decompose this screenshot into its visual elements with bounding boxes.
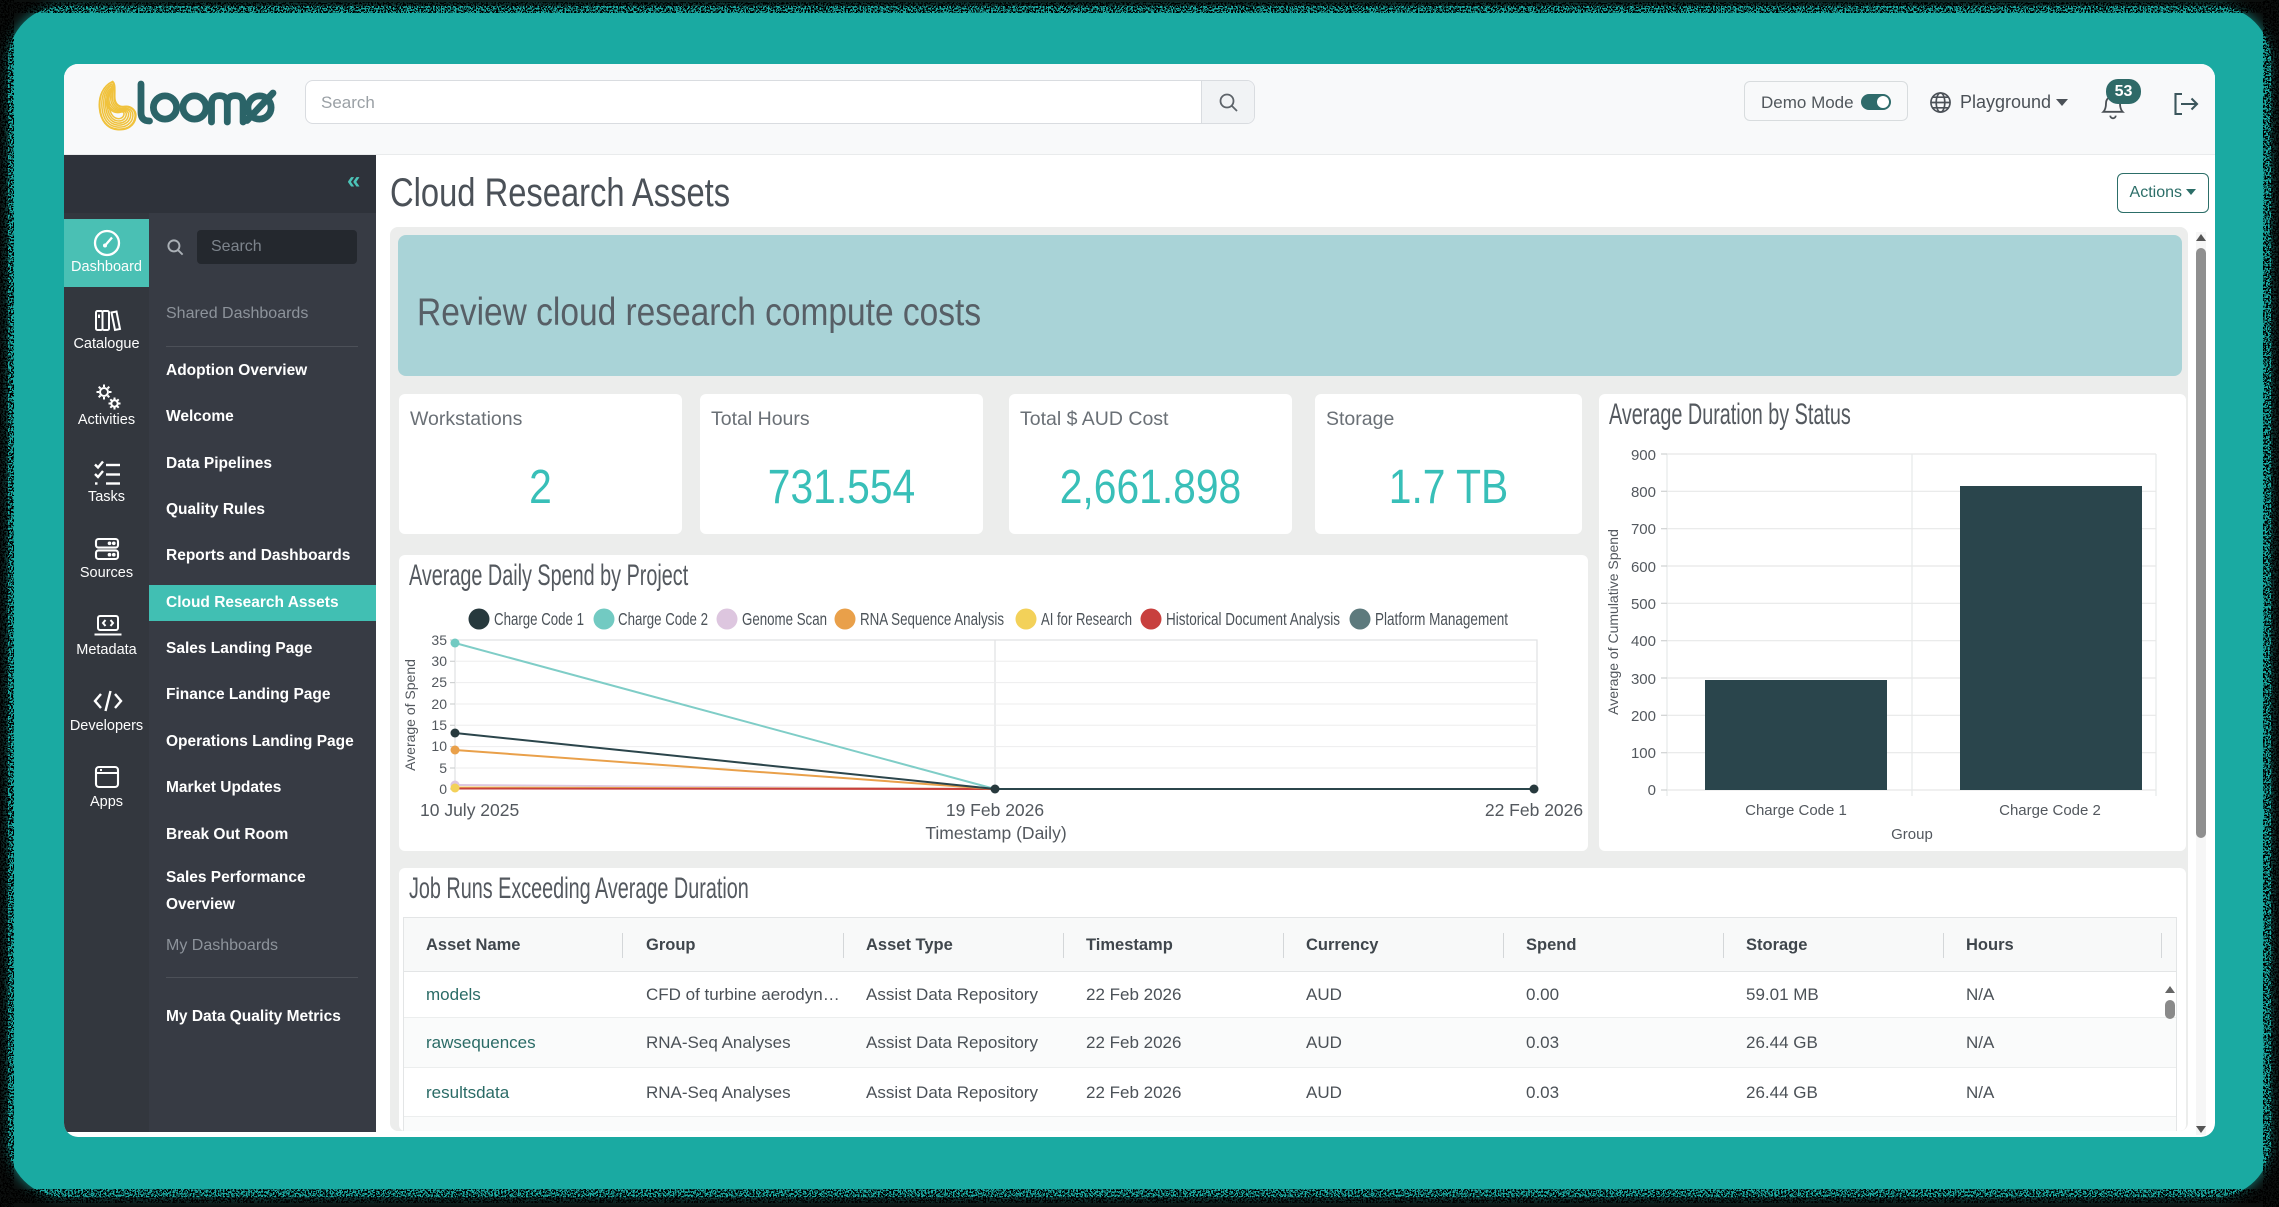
svg-text:15: 15 (431, 717, 447, 733)
svg-text:30: 30 (431, 653, 447, 669)
svg-text:400: 400 (1631, 633, 1656, 650)
svg-text:20: 20 (431, 696, 447, 712)
svg-text:800: 800 (1631, 484, 1656, 501)
svg-text:22 Feb 2026: 22 Feb 2026 (1485, 800, 1583, 820)
svg-text:Charge Code 2: Charge Code 2 (1999, 802, 2101, 819)
svg-text:19 Feb 2026: 19 Feb 2026 (946, 800, 1044, 820)
svg-text:Average of Cumulative Spend: Average of Cumulative Spend (1605, 529, 1621, 715)
svg-text:500: 500 (1631, 596, 1656, 613)
svg-text:Timestamp (Daily): Timestamp (Daily) (925, 823, 1066, 843)
svg-text:200: 200 (1631, 708, 1656, 725)
svg-text:100: 100 (1631, 745, 1656, 762)
svg-text:Average of Spend: Average of Spend (402, 659, 418, 771)
svg-text:0: 0 (1648, 782, 1656, 799)
svg-text:300: 300 (1631, 671, 1656, 688)
svg-text:10: 10 (431, 738, 447, 754)
svg-text:Charge Code 2: Charge Code 2 (618, 609, 708, 629)
svg-text:35: 35 (431, 632, 447, 648)
svg-text:5: 5 (439, 760, 447, 776)
svg-text:RNA Sequence Analysis: RNA Sequence Analysis (860, 609, 1004, 629)
svg-text:Charge Code 1: Charge Code 1 (494, 609, 584, 629)
svg-text:25: 25 (431, 674, 447, 690)
svg-text:600: 600 (1631, 559, 1656, 576)
svg-text:Group: Group (1891, 826, 1933, 843)
svg-text:Historical Document Analysis: Historical Document Analysis (1166, 609, 1340, 629)
svg-text:Charge Code 1: Charge Code 1 (1745, 802, 1847, 819)
svg-text:0: 0 (439, 781, 447, 797)
svg-text:700: 700 (1631, 521, 1656, 538)
svg-text:Genome Scan: Genome Scan (742, 609, 827, 629)
svg-text:Platform Management: Platform Management (1375, 609, 1508, 629)
svg-text:900: 900 (1631, 447, 1656, 464)
svg-text:AI for Research: AI for Research (1041, 609, 1132, 629)
svg-text:10 July 2025: 10 July 2025 (420, 800, 519, 820)
